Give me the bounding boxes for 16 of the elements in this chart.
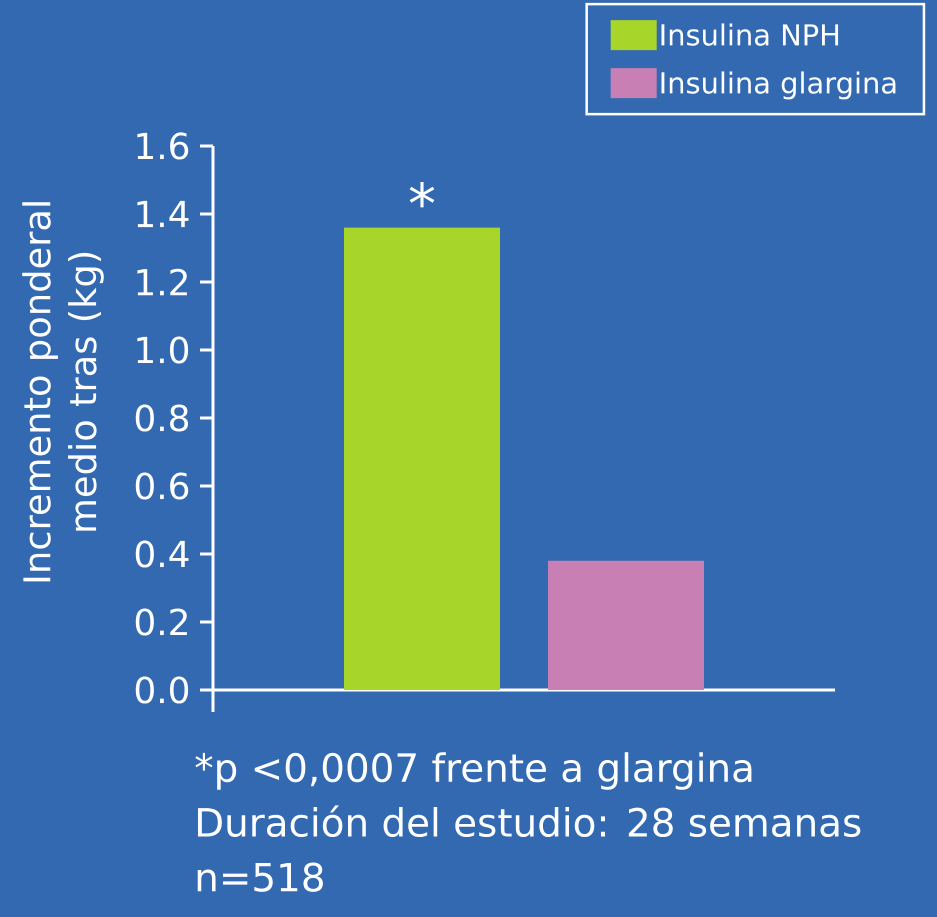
- y-tick-label: 0.4: [136, 540, 188, 568]
- legend-label: Insulina glargina: [662, 71, 896, 100]
- text: n=518: [198, 862, 323, 892]
- y-tick-label: 0.8: [136, 404, 188, 432]
- y-tick-label: 0.6: [136, 472, 188, 500]
- legend-label: Insulina NPH: [662, 23, 838, 46]
- annotation: *: [410, 182, 434, 208]
- y-tick-label: 0.2: [136, 608, 187, 636]
- y-axis-title: Incremento ponderal medio tras (kg): [22, 202, 104, 582]
- y-tick-label: 1.4: [137, 200, 188, 228]
- y-tick-label: 1.6: [137, 132, 188, 160]
- y-tick-label: 0.0: [136, 676, 188, 704]
- y-tick-label: 1.0: [137, 336, 188, 364]
- text: *p <0,0007 frente a glargina: [195, 752, 752, 790]
- y-tick-label: 1.2: [137, 268, 187, 296]
- text: Duración del estudio: 28 semanas: [198, 805, 860, 838]
